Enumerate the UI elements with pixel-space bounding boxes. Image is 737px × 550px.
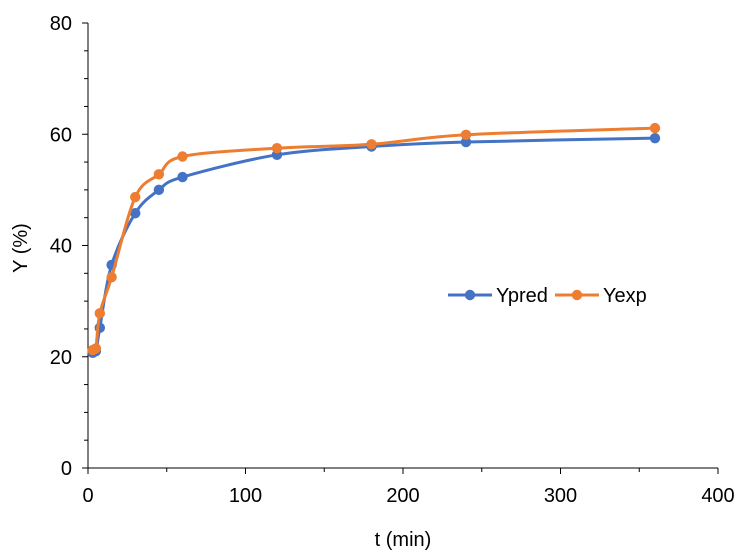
data-point-yexp xyxy=(366,139,377,150)
x-tick-label: 100 xyxy=(229,485,262,507)
data-point-ypred xyxy=(177,171,188,183)
x-tick-label: 0 xyxy=(82,485,93,507)
legend: Ypred Yexp xyxy=(448,285,647,307)
axes: 0 20 40 60 80 0 100 200 300 400 xyxy=(50,13,735,507)
data-point-yexp xyxy=(94,308,106,319)
legend-label-ypred: Ypred xyxy=(496,285,548,307)
series-yexp xyxy=(87,122,661,356)
series-layer xyxy=(87,122,661,359)
y-tick-label: 20 xyxy=(50,347,72,369)
y-tick-label: 0 xyxy=(61,458,72,480)
data-point-ypred xyxy=(460,136,472,148)
data-point-ypred xyxy=(649,132,661,144)
series-line-ypred xyxy=(92,136,656,355)
series-line-yexp xyxy=(91,126,656,354)
data-point-yexp xyxy=(271,142,283,154)
x-tick-label: 300 xyxy=(544,485,577,507)
data-point-yexp xyxy=(90,343,102,354)
x-tick-label: 400 xyxy=(701,485,734,507)
data-point-yexp xyxy=(153,169,165,180)
data-point-yexp xyxy=(649,122,661,134)
data-point-yexp xyxy=(177,151,188,162)
data-point-yexp xyxy=(130,191,141,203)
x-tick-label: 200 xyxy=(386,485,419,507)
legend-marker-yexp xyxy=(571,289,583,301)
legend-item-yexp: Yexp xyxy=(555,285,647,307)
data-point-yexp xyxy=(106,272,117,283)
legend-item-ypred: Ypred xyxy=(448,285,548,307)
series-ypred xyxy=(87,132,661,359)
y-tick-label: 80 xyxy=(50,13,72,35)
x-axis-title: t (min) xyxy=(375,529,432,550)
y-tick-label: 60 xyxy=(50,124,72,146)
data-point-ypred xyxy=(130,208,141,219)
data-point-ypred xyxy=(153,184,165,196)
data-point-yexp xyxy=(460,129,472,141)
y-axis-title: Y (%) xyxy=(10,223,32,273)
legend-label-yexp: Yexp xyxy=(603,285,647,307)
y-tick-label: 40 xyxy=(50,236,72,258)
legend-marker-ypred xyxy=(464,289,476,301)
